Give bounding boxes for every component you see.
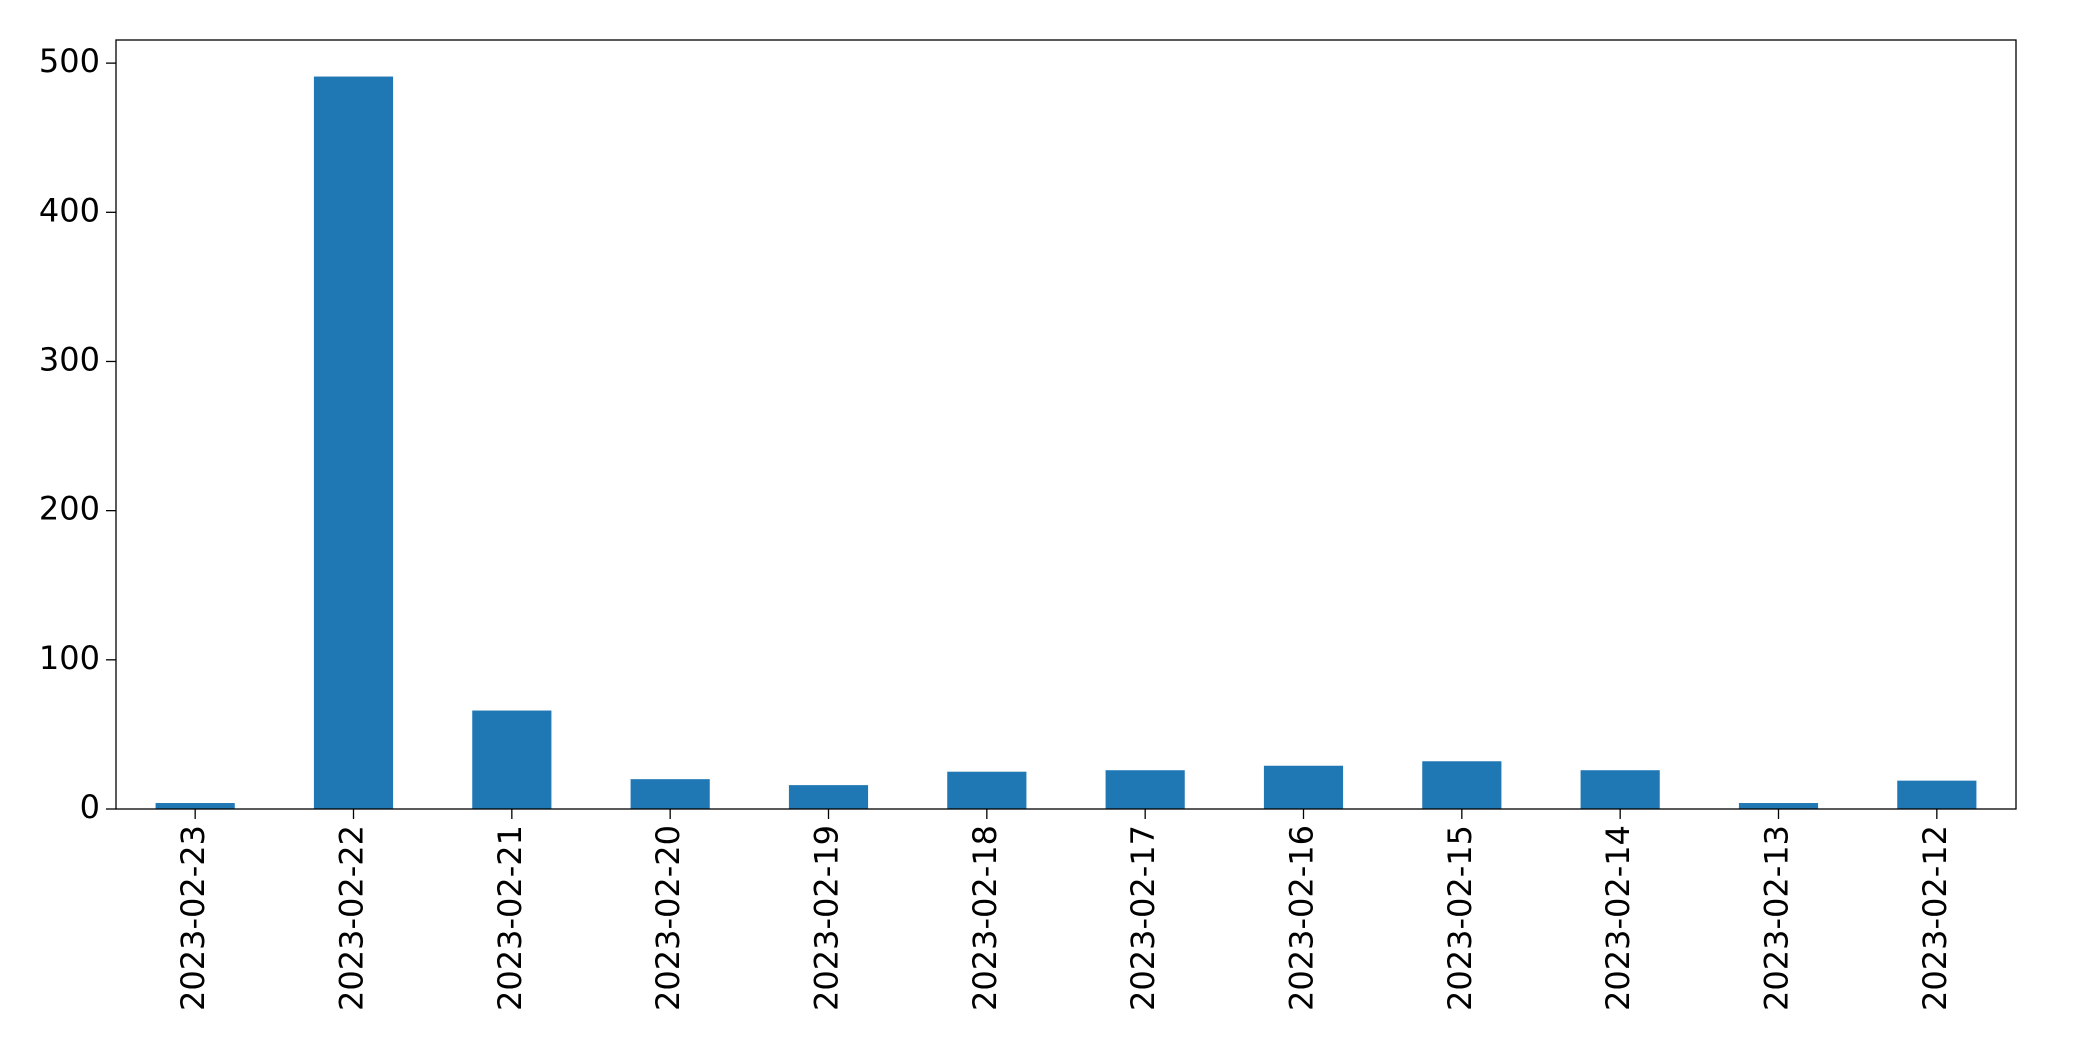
x-tick-label: 2023-02-19 — [808, 825, 846, 1011]
bar — [1897, 780, 1977, 809]
bar — [788, 785, 869, 809]
x-tick-label: 2023-02-14 — [1599, 825, 1637, 1011]
y-tick-label: 0 — [80, 788, 100, 826]
y-tick-label: 500 — [39, 42, 100, 80]
bar — [1263, 765, 1344, 809]
x-tick-label: 2023-02-21 — [491, 825, 529, 1011]
x-tick-label: 2023-02-22 — [333, 825, 371, 1011]
y-tick-label: 100 — [39, 639, 100, 677]
bar — [630, 779, 710, 809]
bar — [947, 771, 1027, 809]
y-tick-label: 400 — [39, 191, 100, 229]
x-tick-label: 2023-02-13 — [1758, 825, 1796, 1011]
bar — [313, 76, 394, 809]
x-tick-label: 2023-02-16 — [1283, 825, 1321, 1011]
bar — [1105, 770, 1185, 809]
x-tick-label: 2023-02-18 — [966, 825, 1004, 1011]
x-tick-label: 2023-02-12 — [1916, 825, 1954, 1011]
bar — [1422, 761, 1502, 809]
bar — [1580, 770, 1660, 809]
y-tick-label: 200 — [39, 490, 100, 528]
y-tick-label: 300 — [39, 340, 100, 378]
x-tick-label: 2023-02-20 — [649, 825, 687, 1011]
x-tick-label: 2023-02-23 — [174, 825, 212, 1011]
plot-frame — [115, 39, 2017, 810]
x-tick-label: 2023-02-17 — [1124, 825, 1162, 1011]
bar — [472, 710, 552, 809]
x-tick-label: 2023-02-15 — [1441, 825, 1479, 1011]
bar — [1738, 803, 1819, 809]
bar — [155, 803, 235, 809]
